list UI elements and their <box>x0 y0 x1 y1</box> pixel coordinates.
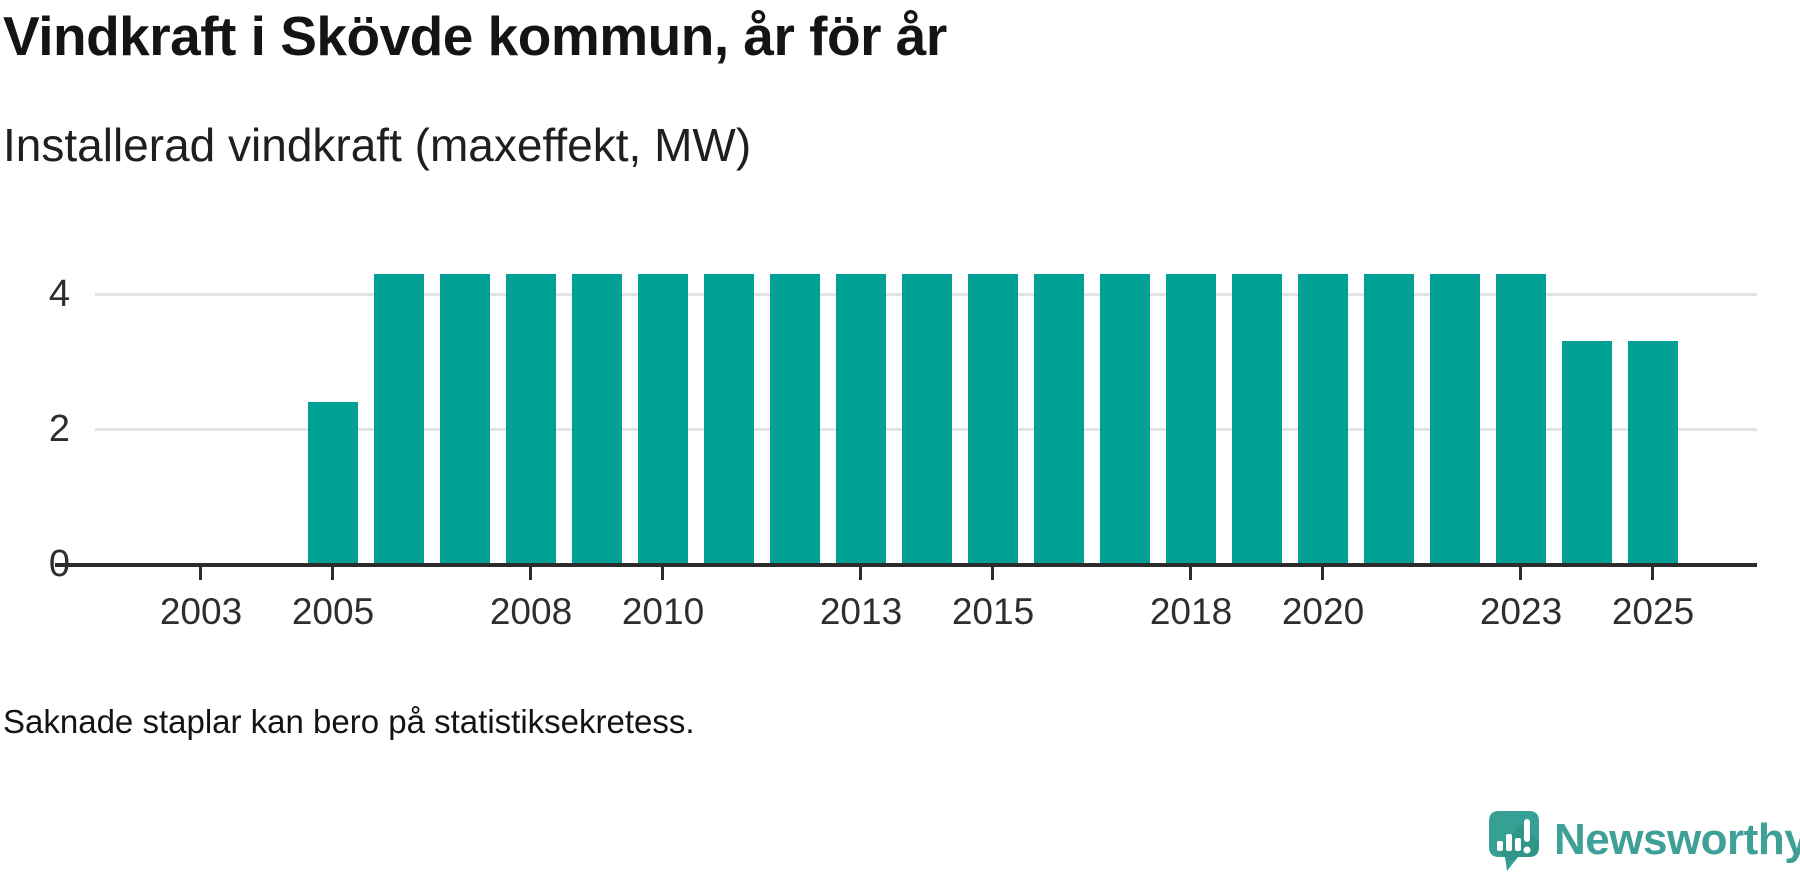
bar-2021 <box>1364 274 1414 564</box>
x-tick-label-2013: 2013 <box>819 591 903 632</box>
x-tick-label-2003: 2003 <box>159 591 243 632</box>
bar-2006 <box>374 274 424 564</box>
chart-title: Vindkraft i Skövde kommun, år för år <box>3 5 947 67</box>
bar-2020 <box>1298 274 1348 564</box>
bar-2019 <box>1232 274 1282 564</box>
plot-area: 2003 2005 2008 2010 2013 2015 2018 2020 2023 2025… <box>48 273 1757 632</box>
x-tick-2023 <box>1519 567 1522 580</box>
bar-2009 <box>572 274 622 564</box>
bar-2016 <box>1034 274 1084 564</box>
x-tick-label-2008: 2008 <box>489 591 573 632</box>
x-tick-2015 <box>991 567 994 580</box>
bar-2008 <box>506 274 556 564</box>
y-tick-label-0: 0 <box>48 543 70 585</box>
bar-2011 <box>704 274 754 564</box>
y-tick-label-4: 4 <box>48 273 70 315</box>
bar-2014 <box>902 274 952 564</box>
bar-2022 <box>1430 274 1480 564</box>
x-tick-label-2018: 2018 <box>1149 591 1233 632</box>
bar-2010 <box>638 274 688 564</box>
bar-2018 <box>1166 274 1216 564</box>
x-tick-2010 <box>661 567 664 580</box>
x-tick-label-2025: 2025 <box>1611 591 1695 632</box>
x-tick-2013 <box>859 567 862 580</box>
newsworthy-logo-icon <box>1489 811 1539 871</box>
x-tick-2003 <box>199 567 202 580</box>
x-tick-label-2023: 2023 <box>1479 591 1563 632</box>
x-tick-2005 <box>331 567 334 580</box>
bar-2017 <box>1100 274 1150 564</box>
x-tick-label-2020: 2020 <box>1281 591 1365 632</box>
footnote: Saknade staplar kan bero på statistiksek… <box>3 703 695 740</box>
y-tick-label-2: 2 <box>48 408 70 450</box>
x-tick-2008 <box>529 567 532 580</box>
x-tick-2018 <box>1189 567 1192 580</box>
x-tick-label-2010: 2010 <box>621 591 705 632</box>
bar-2023 <box>1496 274 1546 564</box>
bar-2025 <box>1628 341 1678 564</box>
bar-2005 <box>308 402 358 564</box>
x-axis-line <box>55 563 1757 567</box>
chart-subtitle: Installerad vindkraft (maxeffekt, MW) <box>3 119 752 171</box>
newsworthy-logo: Newsworthy <box>1488 810 1800 874</box>
bar-2012 <box>770 274 820 564</box>
x-tick-2025 <box>1651 567 1654 580</box>
bar-2013 <box>836 274 886 564</box>
bar-2015 <box>968 274 1018 564</box>
bar-2007 <box>440 274 490 564</box>
x-tick-2020 <box>1321 567 1324 580</box>
bar-2024 <box>1562 341 1612 564</box>
x-tick-label-2005: 2005 <box>291 591 375 632</box>
x-tick-label-2015: 2015 <box>951 591 1035 632</box>
newsworthy-wordmark: Newsworthy <box>1554 815 1800 864</box>
